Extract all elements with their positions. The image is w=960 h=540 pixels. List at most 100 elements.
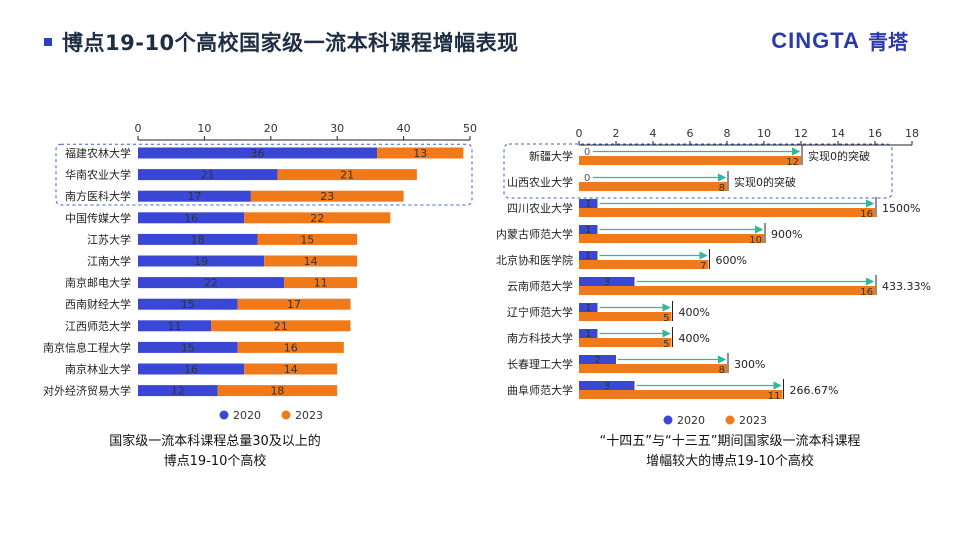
right-chart-caption: “十四五”与“十三五”期间国家级一流本科课程 增幅较大的博点19-10个高校 (560, 432, 900, 472)
left-category-label: 江南大学 (87, 254, 131, 268)
left-legend-label-2020: 2020 (233, 409, 261, 422)
page-header: 博点19-10个高校国家级一流本科课程增幅表现 (44, 24, 519, 60)
title-marker (44, 38, 52, 46)
left-category-label: 南京信息工程大学 (43, 340, 131, 354)
left-bar-2020 (138, 277, 285, 289)
right-legend-marker-2023 (725, 415, 735, 425)
left-bar-2020 (138, 233, 258, 245)
right-category-label: 四川农业大学 (507, 201, 573, 215)
right-value-label-2023: 16 (860, 287, 873, 298)
left-bar-2020 (138, 212, 245, 224)
right-x-tick-label: 12 (794, 127, 808, 140)
right-legend-marker-2020 (663, 415, 673, 425)
left-category-label: 江西师范大学 (65, 319, 131, 333)
right-growth-annotation: 300% (734, 358, 765, 371)
left-value-label-2020: 16 (184, 212, 198, 225)
left-value-label-2023: 21 (274, 320, 288, 333)
right-value-label-2020: 1 (585, 225, 591, 236)
left-value-label-2023: 13 (413, 147, 427, 160)
right-value-label-2020: 1 (585, 303, 591, 314)
right-category-label: 长春理工大学 (507, 357, 573, 371)
right-growth-annotation: 900% (771, 228, 802, 241)
left-bar-2023 (237, 341, 344, 353)
left-bar-2023 (211, 320, 351, 332)
right-value-label-2020: 3 (604, 277, 610, 288)
left-bar-2020 (138, 385, 218, 397)
left-bar-2023 (244, 212, 391, 224)
left-bar-2023 (277, 169, 417, 181)
right-bar-2020 (579, 355, 616, 364)
left-value-label-2023: 16 (284, 341, 298, 354)
left-caption-line-1: 国家级一流本科课程总量30及以上的 (109, 434, 321, 449)
right-bar-2020 (579, 303, 598, 312)
left-value-label-2023: 15 (300, 233, 314, 246)
right-growth-annotation: 400% (679, 332, 710, 345)
left-bar-2020 (138, 320, 212, 332)
brand-logo: CINGTA 青塔 (771, 26, 908, 55)
right-growth-annotation: 实现0的突破 (808, 149, 870, 163)
right-bar-2020 (579, 251, 598, 260)
right-category-label: 北京协和医学院 (496, 253, 573, 267)
right-category-label: 新疆大学 (529, 149, 573, 163)
right-x-tick-label: 4 (650, 127, 657, 140)
left-value-label-2023: 23 (320, 190, 334, 203)
brand-name: CINGTA (771, 27, 860, 53)
right-caption-line-1: “十四五”与“十三五”期间国家级一流本科课程 (599, 434, 861, 449)
left-bar-2020 (138, 298, 238, 310)
left-bar-2023 (284, 277, 358, 289)
left-value-label-2023: 18 (270, 385, 284, 398)
left-x-tick-label: 40 (397, 122, 411, 135)
left-bar-2023 (264, 255, 358, 267)
left-highlight-box (55, 143, 473, 206)
left-bar-2023 (257, 233, 358, 245)
left-legend-marker-2023 (281, 410, 291, 420)
left-bar-2023 (217, 385, 338, 397)
left-legend-label-2023: 2023 (295, 409, 323, 422)
left-value-label-2020: 16 (184, 363, 198, 376)
page-title: 博点19-10个高校国家级一流本科课程增幅表现 (62, 31, 519, 55)
right-x-tick-label: 16 (868, 127, 882, 140)
right-bar-2020 (579, 225, 598, 234)
right-value-label-2023: 16 (860, 209, 873, 220)
right-bar-2023 (579, 208, 875, 217)
right-bar-2023 (579, 286, 875, 295)
left-value-label-2020: 15 (181, 298, 195, 311)
right-legend-label-2020: 2020 (677, 414, 705, 427)
right-growth-annotation: 266.67% (790, 384, 839, 397)
right-x-tick-label: 8 (724, 127, 731, 140)
right-value-label-2020: 3 (604, 381, 610, 392)
right-value-label-2023: 8 (719, 365, 725, 376)
left-bar-2020 (138, 169, 278, 181)
left-bar-2023 (244, 363, 338, 375)
right-x-tick-label: 10 (757, 127, 771, 140)
left-value-label-2023: 14 (284, 363, 298, 376)
right-bar-2023 (579, 364, 727, 373)
right-growth-annotation: 600% (716, 254, 747, 267)
right-caption-line-2: 增幅较大的博点19-10个高校 (646, 454, 814, 469)
left-value-label-2023: 14 (304, 255, 318, 268)
left-bar-2020 (138, 363, 245, 375)
right-highlight-box (503, 143, 893, 199)
left-bar-2023 (377, 147, 464, 159)
left-value-label-2020: 17 (187, 190, 201, 203)
left-x-tick-label: 0 (135, 122, 142, 135)
left-value-label-2023: 17 (287, 298, 301, 311)
left-value-label-2020: 18 (191, 233, 205, 246)
right-legend-label-2023: 2023 (739, 414, 767, 427)
left-value-label-2020: 15 (181, 341, 195, 354)
right-x-tick-label: 0 (576, 127, 583, 140)
right-category-label: 云南师范大学 (507, 279, 573, 293)
right-x-tick-label: 18 (905, 127, 919, 140)
right-bar-2023 (579, 234, 764, 243)
left-bar-2020 (138, 255, 265, 267)
right-value-label-2023: 5 (663, 339, 669, 350)
right-value-label-2023: 8 (719, 183, 725, 194)
right-value-label-2020: 0 (584, 147, 590, 158)
right-x-tick-label: 6 (687, 127, 694, 140)
right-value-label-2020: 2 (594, 355, 600, 366)
right-growth-annotation: 1500% (882, 202, 920, 215)
right-bar-2023 (579, 312, 672, 321)
left-value-label-2023: 21 (340, 169, 354, 182)
right-bar-2023 (579, 338, 672, 347)
